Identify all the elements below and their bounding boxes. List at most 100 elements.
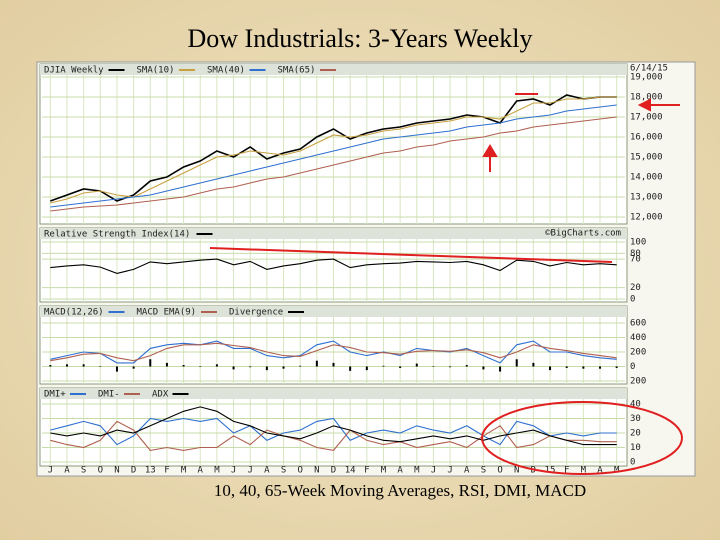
x-tick-label: N (314, 466, 319, 476)
y-tick-label: 100 (630, 238, 646, 248)
bar (332, 362, 335, 367)
series-line (50, 96, 617, 204)
bar (232, 366, 235, 370)
x-tick-label: A (64, 466, 70, 476)
x-tick-label: M (214, 466, 220, 476)
x-tick-label: F (164, 466, 169, 476)
y-tick-label: 600 (630, 319, 646, 329)
legend-label: MACD(12,26) (44, 308, 104, 318)
slide-title: Dow Industrials: 3-Years Weekly (187, 24, 532, 53)
x-tick-label: J (231, 466, 236, 476)
y-tick-label: 13,000 (630, 193, 663, 203)
y-tick-label: 16,000 (630, 133, 663, 143)
x-tick-label: 14 (345, 466, 356, 476)
bar (449, 366, 452, 368)
bar (432, 366, 435, 367)
bar (565, 366, 568, 368)
caption: 10, 40, 65-Week Moving Averages, RSI, DM… (214, 481, 586, 500)
bar (515, 359, 518, 367)
bar (99, 366, 102, 367)
bar (49, 365, 52, 367)
y-tick-label: 0 (630, 295, 635, 305)
x-tick-label: O (497, 466, 502, 476)
bar (465, 365, 468, 367)
x-tick-label: O (98, 466, 103, 476)
x-tick-label: M (414, 466, 420, 476)
legend-label: SMA(65) (278, 66, 316, 76)
series-line (50, 417, 617, 446)
bar (582, 366, 585, 369)
y-tick-label: 80 (630, 249, 641, 259)
x-tick-label: A (464, 466, 470, 476)
x-tick-label: A (597, 466, 603, 476)
bar (615, 366, 618, 368)
y-tick-label: 0 (630, 458, 635, 468)
bar (82, 364, 85, 367)
y-tick-label: 19,000 (630, 73, 663, 83)
legend-bar (40, 228, 627, 239)
x-tick-label: M (181, 466, 187, 476)
legend-label: MACD EMA(9) (137, 308, 197, 318)
legend-label: DJIA Weekly (44, 66, 104, 76)
bar (499, 366, 502, 372)
bar (599, 366, 602, 369)
legend-bar (40, 306, 627, 317)
watermark: ©BigCharts.com (545, 229, 621, 239)
legend-label: DMI- (98, 390, 120, 400)
y-tick-label: 400 (630, 333, 646, 343)
x-tick-label: S (481, 466, 486, 476)
bar (365, 366, 368, 371)
legend-label: DMI+ (44, 390, 66, 400)
x-tick-label: J (248, 466, 253, 476)
bar (115, 366, 118, 372)
charts: 12,000 13,000 14,000 15,000 16,000 17,000 18,0… (39, 63, 668, 476)
y-tick-label: 20 (630, 283, 641, 293)
arrow-head (482, 144, 498, 157)
bar (182, 365, 185, 367)
bar (349, 366, 352, 371)
bar (215, 364, 218, 367)
series-line (50, 406, 617, 446)
legend-label: Relative Strength Index(14) (44, 230, 190, 240)
x-tick-label: 13 (145, 466, 156, 476)
bar (382, 365, 385, 367)
y-tick-label: 200 (630, 348, 646, 358)
x-tick-label: F (364, 466, 369, 476)
x-tick-label: 15 (545, 466, 556, 476)
x-tick-label: A (198, 466, 204, 476)
bar (165, 362, 168, 367)
series-line (50, 342, 617, 362)
bar (65, 364, 68, 367)
x-tick-label: A (397, 466, 403, 476)
annotations (209, 93, 683, 475)
legend-label: ADX (152, 390, 169, 400)
x-tick-label: J (48, 466, 53, 476)
y-tick-label: 10 (630, 443, 641, 453)
y-tick-label: 15,000 (630, 153, 663, 163)
bar (315, 360, 318, 367)
bar (399, 366, 402, 368)
y-tick-label: 20 (630, 429, 641, 439)
y-tick-label: 12,000 (630, 213, 663, 223)
arrow-head (637, 98, 651, 112)
series-line (50, 116, 617, 212)
highlight-ellipse (481, 401, 683, 475)
bar (549, 366, 552, 371)
x-tick-label: D (131, 466, 136, 476)
y-tick-label: 18,000 (630, 93, 663, 103)
series-line (50, 340, 617, 364)
x-tick-label: N (114, 466, 119, 476)
bar (265, 366, 268, 371)
bar (199, 366, 202, 367)
legend-bar (40, 388, 627, 399)
bar (132, 366, 135, 369)
y-tick-label: 40 (630, 400, 641, 410)
x-tick-label: M (381, 466, 387, 476)
date-label: 6/14/15 (630, 64, 668, 74)
x-tick-label: F (564, 466, 569, 476)
x-tick-label: J (431, 466, 436, 476)
legend-label: SMA(40) (207, 66, 245, 76)
x-tick-label: S (281, 466, 286, 476)
bar (532, 362, 535, 367)
